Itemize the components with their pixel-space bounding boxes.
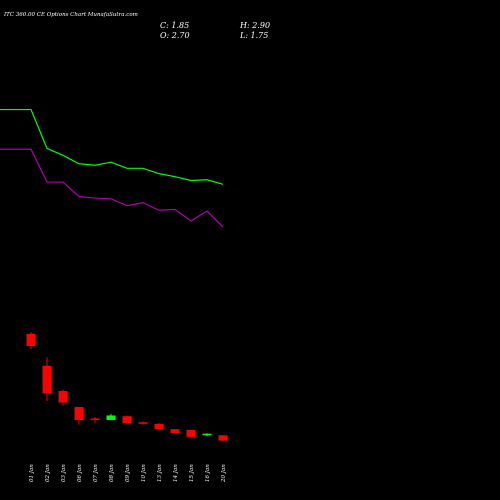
candle-body [90, 418, 100, 421]
x-tick-label: 02 Jan [45, 464, 51, 482]
x-tick-label: 09 Jan [125, 464, 131, 482]
close-value: C: 1.85 [160, 21, 190, 30]
open-value: O: 2.70 [160, 31, 190, 40]
x-tick-label: 16 Jan [205, 464, 211, 482]
purple-average-line [0, 148, 224, 228]
candle-body [58, 391, 68, 403]
candle-body [154, 423, 164, 430]
green-average-line [0, 108, 224, 185]
x-tick-label: 07 Jan [93, 464, 99, 482]
x-tick-label: 01 Jan [29, 464, 35, 482]
x-tick-label: 20 Jan [221, 464, 227, 483]
x-tick-label: 06 Jan [77, 464, 83, 482]
candle-body [74, 407, 84, 421]
x-tick-label: 15 Jan [189, 464, 195, 482]
candle-body [170, 429, 180, 433]
x-tick-label: 03 Jan [61, 464, 67, 482]
x-tick-label: 08 Jan [109, 464, 115, 482]
candle-body [202, 433, 212, 436]
x-tick-label: 14 Jan [173, 464, 179, 482]
candle-body [122, 416, 132, 424]
x-tick-label: 10 Jan [141, 464, 147, 482]
candle-body [186, 429, 196, 437]
low-value: L: 1.75 [240, 31, 269, 40]
candle-body [106, 415, 116, 421]
chart-title: ITC 360.00 CE Options Chart MunafaSutra.… [4, 12, 138, 18]
high-value: H: 2.90 [240, 21, 271, 30]
candle-body [26, 333, 36, 347]
candle-body [138, 422, 148, 424]
candle-body [218, 435, 228, 441]
x-tick-label: 13 Jan [157, 464, 163, 482]
candle-body [42, 365, 52, 394]
